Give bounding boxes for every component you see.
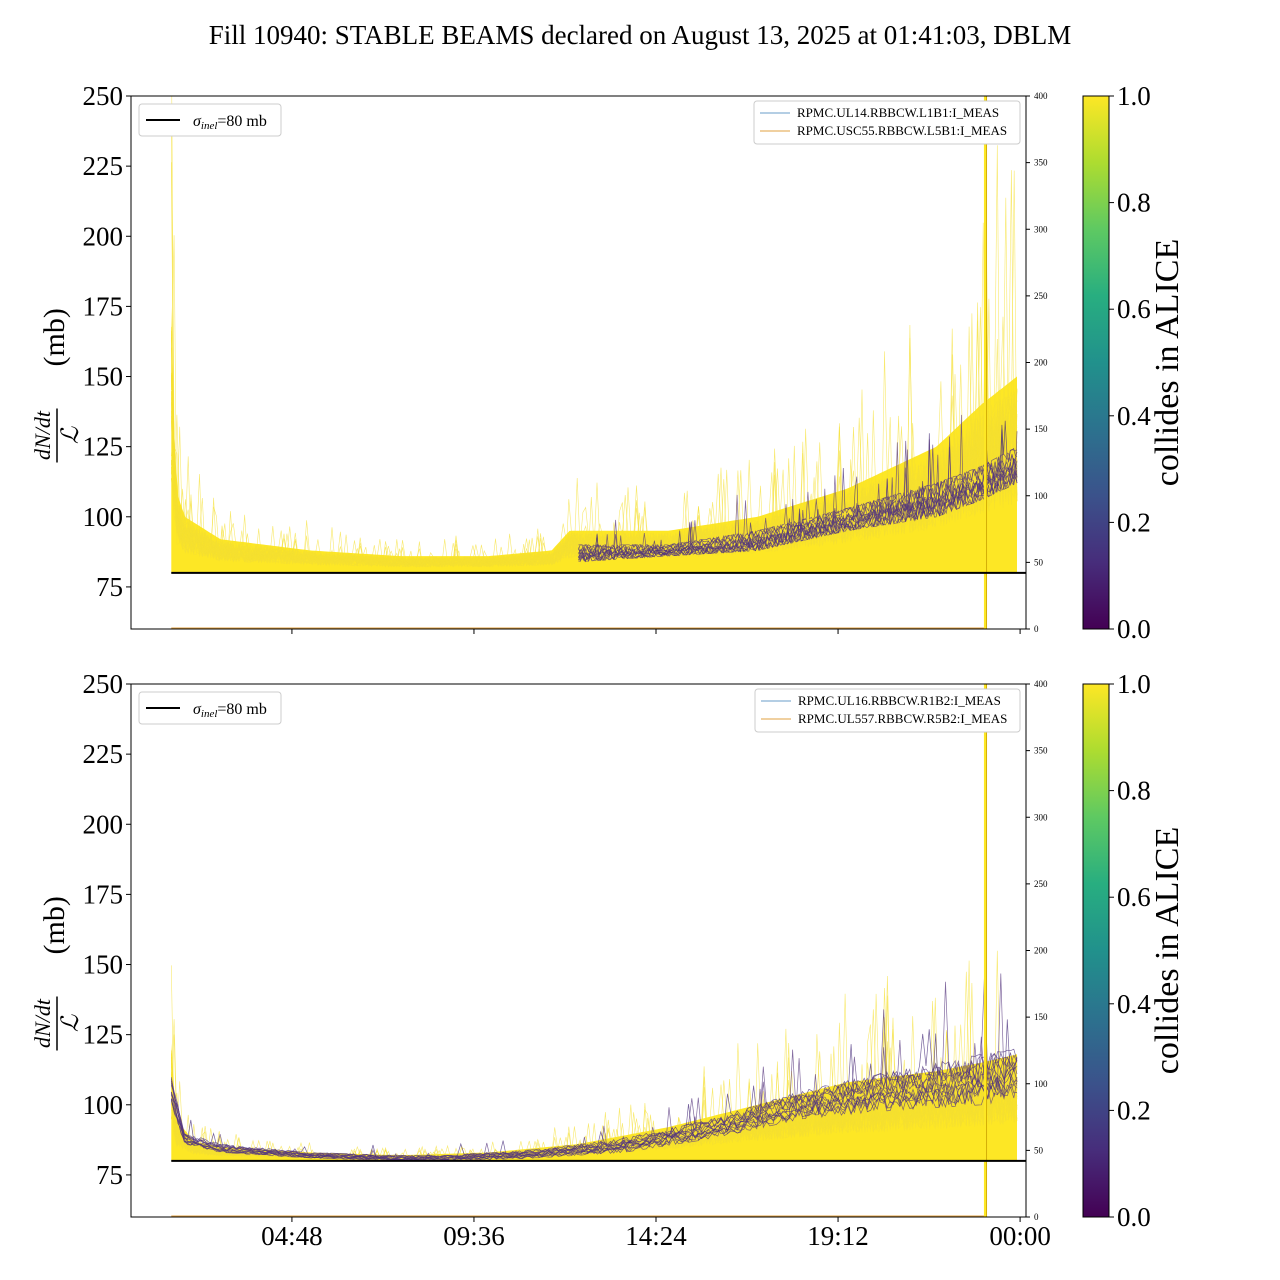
- y2-tick-label: 350: [1034, 746, 1048, 756]
- colorbar-tick-label: 0.2: [1117, 1095, 1151, 1125]
- x-tick-label: 00:00: [989, 1221, 1051, 1251]
- colorbar-tick-label: 0.2: [1117, 507, 1151, 537]
- colorbar-gradient: [1082, 683, 1110, 1218]
- purple-trace: [578, 429, 1018, 563]
- y2-tick-label: 200: [1034, 946, 1048, 956]
- y2-tick-label: 200: [1034, 358, 1048, 368]
- colorbar-tick-label: 0.8: [1117, 776, 1151, 806]
- purple-trace: [578, 449, 1018, 563]
- purple-trace: [170, 1044, 1018, 1161]
- colorbar-tick-label: 1.0: [1117, 81, 1151, 111]
- colorbar-label: collides in ALICE: [1149, 827, 1186, 1074]
- legend-reference-box: [138, 691, 282, 725]
- purple-trace: [170, 1058, 1018, 1162]
- legend-series-label: RPMC.UL14.RBBCW.L1B1:I_MEAS: [797, 105, 999, 120]
- y-tick-label: 75: [96, 1160, 123, 1190]
- y-tick-label: 75: [96, 572, 123, 602]
- purple-trace: [578, 436, 1018, 558]
- legend-series-label: RPMC.UL557.RBBCW.R5B2:I_MEAS: [798, 711, 1007, 726]
- y2-tick-label: 250: [1034, 291, 1048, 301]
- y-tick-label: 175: [83, 291, 124, 321]
- colorbar: 0.0 0.2 0.4 0.6 0.8 1.0 collides in ALICE: [1082, 669, 1186, 1232]
- y-tick-label: 150: [83, 950, 124, 980]
- end-spike: [983, 684, 987, 1217]
- colorbar-gradient: [1082, 95, 1110, 630]
- y2-tick-label: 50: [1034, 1145, 1044, 1155]
- colorbar: 0.0 0.2 0.4 0.6 0.8 1.0 collides in ALICE: [1082, 81, 1186, 644]
- y2-tick-label: 150: [1034, 424, 1048, 434]
- y-tick-label: 100: [83, 502, 124, 532]
- y2-tick-label: 50: [1034, 557, 1044, 567]
- x-tick-label: 09:36: [443, 1221, 505, 1251]
- y2-tick-label: 350: [1034, 158, 1048, 168]
- colorbar-tick-label: 0.6: [1117, 294, 1151, 324]
- legend-series-label: RPMC.USC55.RBBCW.L5B1:I_MEAS: [797, 123, 1007, 138]
- chart-title: Fill 10940: STABLE BEAMS declared on Aug…: [209, 20, 1072, 50]
- colorbar-tick-label: 0.0: [1117, 1202, 1151, 1232]
- y-tick-label: 200: [83, 221, 124, 251]
- y-tick-label: 150: [83, 362, 124, 392]
- yellow-trace: [171, 302, 1018, 568]
- y2-tick-label: 400: [1034, 679, 1048, 689]
- y2-tick-label: 300: [1034, 224, 1048, 234]
- legend-series: RPMC.UL14.RBBCW.L1B1:I_MEAS RPMC.USC55.RB…: [753, 100, 1021, 145]
- yellow-trace: [171, 222, 1018, 568]
- y2-tick-label: 100: [1034, 1079, 1048, 1089]
- panel-1: 75 100 125 150 175 200 225 250 0 50 100 150 200 250 30…: [30, 81, 1186, 644]
- y-label-denominator: ℒ: [58, 1014, 84, 1032]
- y-tick-label: 250: [83, 81, 124, 111]
- y-tick-label: 250: [83, 669, 124, 699]
- colorbar-tick-label: 0.0: [1117, 614, 1151, 644]
- legend-reference-box: [138, 103, 282, 137]
- legend-series-box: [754, 688, 1021, 733]
- y-label-unit: (mb): [38, 896, 71, 954]
- y2-tick-label: 0: [1034, 624, 1039, 634]
- colorbar-tick-label: 0.8: [1117, 188, 1151, 218]
- x-tick-label: 14:24: [625, 1221, 687, 1251]
- y2-tick-label: 150: [1034, 1012, 1048, 1022]
- legend-reference-label: σinel=80 mb: [193, 701, 267, 720]
- y-axis-label: dN/dt ℒ (mb): [30, 308, 84, 463]
- colorbar-tick-label: 0.4: [1117, 989, 1151, 1019]
- y-tick-label: 200: [83, 809, 124, 839]
- legend-series-box: [753, 100, 1021, 145]
- purple-trace: [171, 1049, 1018, 1161]
- panel-2: 75 100 125 150 175 200 225 250 0 50 100 150 200 250 30…: [30, 669, 1186, 1251]
- colorbar-tick-label: 0.4: [1117, 401, 1151, 431]
- plot-area: [171, 96, 1026, 629]
- y-label-numerator: dN/dt: [30, 410, 55, 460]
- legend-reference: σinel=80 mb: [138, 103, 282, 137]
- y2-tick-label: 300: [1034, 812, 1048, 822]
- legend-series: RPMC.UL16.RBBCW.R1B2:I_MEAS RPMC.UL557.RB…: [754, 688, 1021, 733]
- y-tick-label: 175: [83, 879, 124, 909]
- y2-tick-label: 250: [1034, 879, 1048, 889]
- y2-tick-label: 0: [1034, 1212, 1039, 1222]
- y-tick-label: 100: [83, 1090, 124, 1120]
- colorbar-label: collides in ALICE: [1149, 239, 1186, 486]
- colorbar-tick-label: 1.0: [1117, 669, 1151, 699]
- y-tick-label: 125: [83, 1020, 124, 1050]
- y-tick-label: 125: [83, 432, 124, 462]
- y-label-denominator: ℒ: [58, 426, 84, 444]
- x-tick-label: 19:12: [807, 1221, 869, 1251]
- purple-trace: [170, 1059, 1018, 1160]
- x-tick-label: 04:48: [261, 1221, 323, 1251]
- y-tick-label: 225: [83, 739, 124, 769]
- legend-reference: σinel=80 mb: [138, 691, 282, 725]
- legend-series-label: RPMC.UL16.RBBCW.R1B2:I_MEAS: [798, 693, 1001, 708]
- colorbar-tick-label: 0.6: [1117, 882, 1151, 912]
- end-spike: [983, 96, 987, 629]
- y-label-numerator: dN/dt: [30, 998, 55, 1048]
- y-axis-label: dN/dt ℒ (mb): [30, 896, 84, 1051]
- y2-tick-label: 400: [1034, 91, 1048, 101]
- purple-trace: [578, 442, 1018, 553]
- plot-area: [170, 684, 1026, 1217]
- y2-tick-label: 100: [1034, 491, 1048, 501]
- y-label-unit: (mb): [38, 308, 71, 366]
- y-tick-label: 225: [83, 151, 124, 181]
- legend-reference-label: σinel=80 mb: [193, 113, 267, 132]
